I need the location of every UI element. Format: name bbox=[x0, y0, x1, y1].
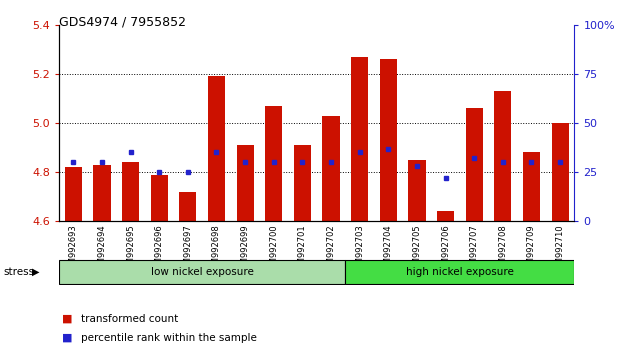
Text: ▶: ▶ bbox=[32, 267, 40, 277]
Bar bbox=[409, 160, 425, 221]
Bar bbox=[494, 91, 512, 221]
Text: low nickel exposure: low nickel exposure bbox=[151, 267, 253, 277]
Bar bbox=[294, 145, 311, 221]
Bar bbox=[345, 260, 574, 284]
Text: ■: ■ bbox=[62, 333, 73, 343]
Text: GDS4974 / 7955852: GDS4974 / 7955852 bbox=[59, 16, 186, 29]
Text: percentile rank within the sample: percentile rank within the sample bbox=[81, 333, 256, 343]
Bar bbox=[122, 162, 139, 221]
Bar bbox=[551, 123, 569, 221]
Bar bbox=[179, 192, 196, 221]
Bar bbox=[151, 175, 168, 221]
Bar bbox=[379, 59, 397, 221]
Bar bbox=[523, 153, 540, 221]
Bar bbox=[208, 76, 225, 221]
Bar bbox=[265, 106, 283, 221]
Bar bbox=[93, 165, 111, 221]
Text: stress: stress bbox=[3, 267, 34, 277]
Text: high nickel exposure: high nickel exposure bbox=[406, 267, 514, 277]
Text: transformed count: transformed count bbox=[81, 314, 178, 324]
Bar bbox=[466, 108, 483, 221]
Bar bbox=[237, 145, 254, 221]
Bar bbox=[59, 260, 345, 284]
Text: ■: ■ bbox=[62, 314, 73, 324]
Bar bbox=[322, 116, 340, 221]
Bar bbox=[351, 57, 368, 221]
Bar bbox=[437, 211, 454, 221]
Bar bbox=[65, 167, 82, 221]
